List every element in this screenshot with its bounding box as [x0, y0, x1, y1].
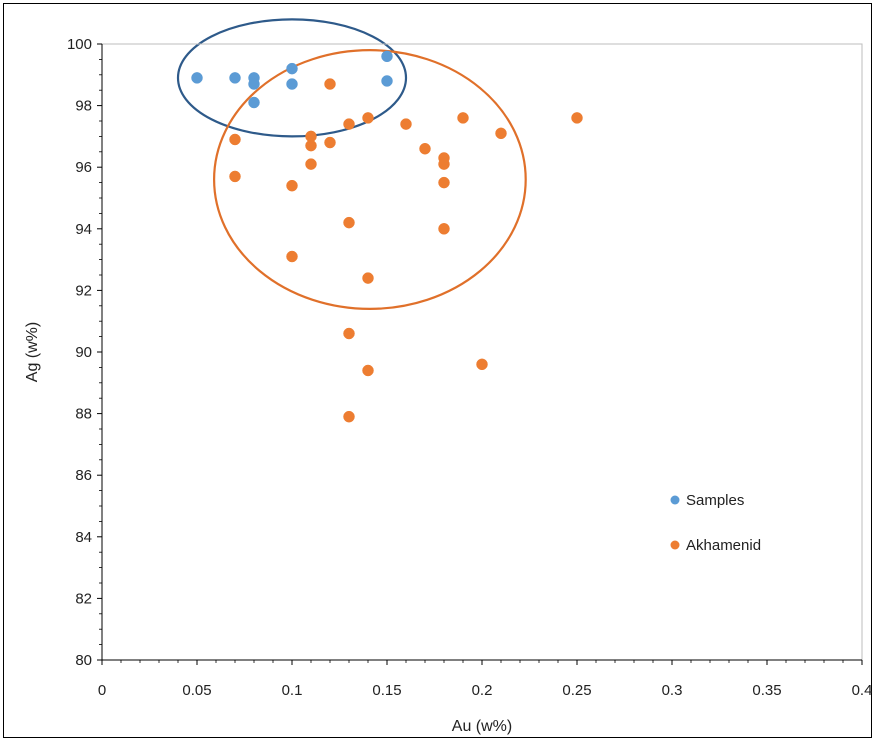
y-tick-label: 86 — [75, 467, 92, 484]
x-tick-label: 0.35 — [752, 682, 781, 699]
data-point — [248, 78, 260, 90]
data-point — [381, 75, 393, 87]
data-point — [362, 272, 374, 284]
data-point — [229, 133, 241, 146]
y-tick-label: 100 — [67, 36, 92, 53]
data-point — [229, 72, 241, 84]
annotations-layer — [176, 18, 527, 310]
akhamenid-legend-marker — [670, 540, 680, 550]
data-point — [438, 158, 450, 170]
data-point — [286, 62, 298, 75]
x-tick-label: 0.15 — [372, 682, 401, 699]
samples-series — [191, 50, 393, 109]
akhamenid-legend-label: Akhamenid — [686, 537, 761, 554]
samples-cluster-ellipse — [176, 18, 408, 138]
data-point — [343, 327, 355, 340]
data-point — [476, 358, 488, 371]
y-tick-label: 96 — [75, 159, 92, 176]
y-axis-title: Ag (w%) — [24, 322, 41, 382]
x-tick-label: 0.4 — [852, 682, 873, 699]
y-tick-label: 84 — [75, 529, 92, 546]
data-point — [362, 364, 374, 377]
y-tick-label: 80 — [75, 652, 92, 669]
data-point — [229, 170, 241, 183]
data-point — [343, 216, 355, 229]
x-tick-label: 0.2 — [472, 682, 493, 699]
data-point — [286, 250, 298, 263]
data-point — [248, 96, 260, 109]
samples-legend-marker — [670, 495, 680, 505]
data-point — [343, 410, 355, 423]
data-point — [191, 72, 203, 84]
y-tick-label: 92 — [75, 282, 92, 299]
x-tick-label: 0.25 — [562, 682, 591, 699]
y-tick-label: 82 — [75, 590, 92, 607]
data-point — [324, 136, 336, 149]
x-tick-label: 0.3 — [662, 682, 683, 699]
data-point — [286, 78, 298, 90]
akhamenid-cluster-ellipse — [212, 49, 527, 310]
y-tick-label: 88 — [75, 406, 92, 423]
data-point — [381, 50, 393, 63]
samples-legend-label: Samples — [686, 492, 744, 509]
x-tick-label: 0 — [98, 682, 106, 699]
x-axis-title: Au (w%) — [452, 718, 512, 735]
y-tick-label: 90 — [75, 344, 92, 361]
data-point — [400, 118, 412, 130]
data-point — [457, 112, 469, 124]
data-point — [324, 78, 336, 90]
data-point — [419, 142, 431, 155]
akhamenid-series — [229, 78, 583, 423]
data-point — [438, 176, 450, 189]
x-tick-label: 0.05 — [182, 682, 211, 699]
y-tick-label: 94 — [75, 221, 92, 238]
axes-layer — [101, 43, 863, 661]
scatter-chart: 80 82 84 86 88 90 92 94 96 98 100 0 0.05 0.1 0.15 0.2 0.… — [24, 18, 872, 735]
data-point — [286, 179, 298, 192]
data-point — [495, 127, 507, 140]
x-tick-label: 0.1 — [282, 682, 303, 699]
data-point — [438, 223, 450, 235]
data-point — [343, 118, 355, 130]
data-point — [305, 158, 317, 170]
chart-frame: 80 82 84 86 88 90 92 94 96 98 100 0 0.05 0.1 0.15 0.2 0.… — [3, 3, 872, 738]
y-tick-label: 98 — [75, 98, 92, 115]
points-layer — [191, 50, 583, 423]
data-point — [362, 112, 374, 124]
data-point — [571, 112, 583, 124]
data-point — [305, 139, 317, 152]
legend: Samples Akhamenid — [670, 492, 761, 554]
ticks-layer: 80 82 84 86 88 90 92 94 96 98 100 0 0.05 0.1 0.15 0.2 0.… — [67, 36, 872, 699]
plot-area-border — [101, 43, 863, 661]
